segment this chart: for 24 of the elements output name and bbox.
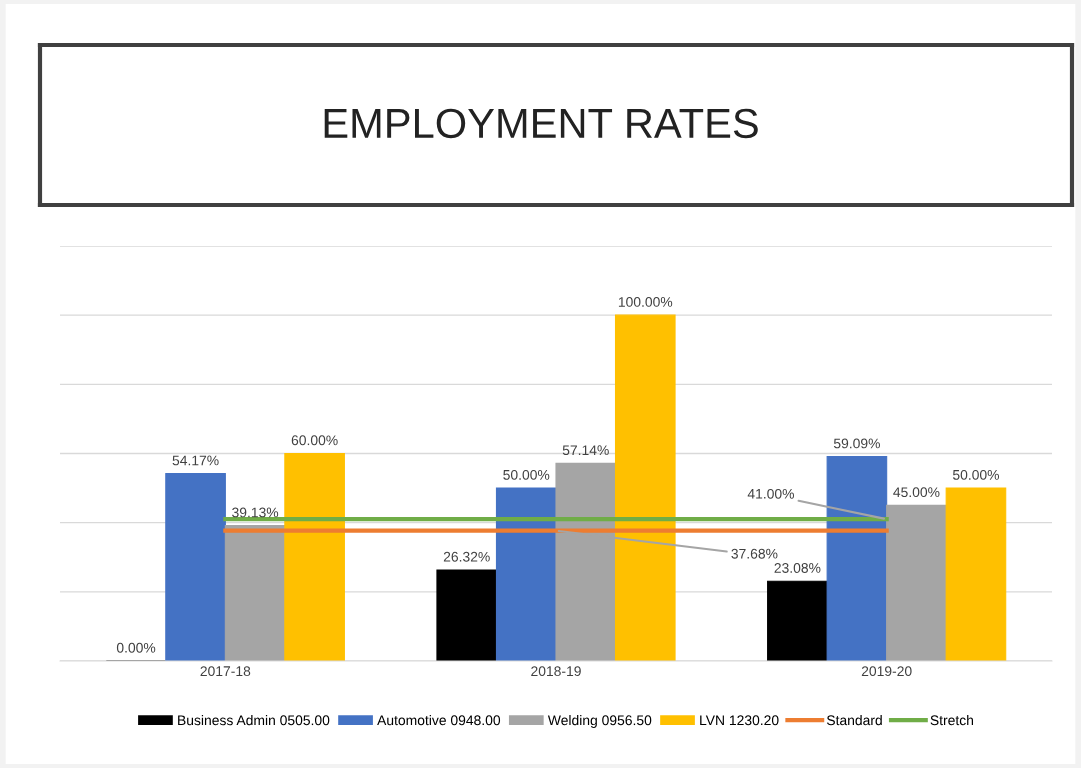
x-tick-label: 2019-20 [861,666,912,677]
data-label: 50.00% [952,469,1000,480]
data-label: 100.00% [618,297,673,307]
data-label: 45.00% [893,487,940,498]
data-label: 54.17% [172,455,219,466]
data-label: 57.14% [562,445,609,456]
chart-title: EMPLOYMENT RATES [324,108,758,139]
legend-label: Welding 0956.50 [547,715,652,728]
data-label: 39.13% [232,507,279,518]
data-label: 59.09% [833,438,880,449]
data-label: 26.32% [443,551,490,562]
data-label: 50.00% [503,469,550,480]
legend-label: Business Admin 0505.00 [178,715,330,726]
data-label: 41.00% [747,488,794,499]
legend-label: Stretch [930,715,974,726]
data-label: 37.68% [731,548,778,559]
data-label: 23.08% [774,563,821,573]
legend-label: Standard [826,715,882,726]
data-label: 0.00% [116,642,156,653]
x-tick-label: 2017-18 [200,666,251,677]
legend-label: LVN 1230.20 [700,715,779,726]
data-label: 60.00% [291,435,338,446]
legend-label: Automotive 0948.00 [377,715,501,726]
x-tick-label: 2018-19 [531,666,581,677]
